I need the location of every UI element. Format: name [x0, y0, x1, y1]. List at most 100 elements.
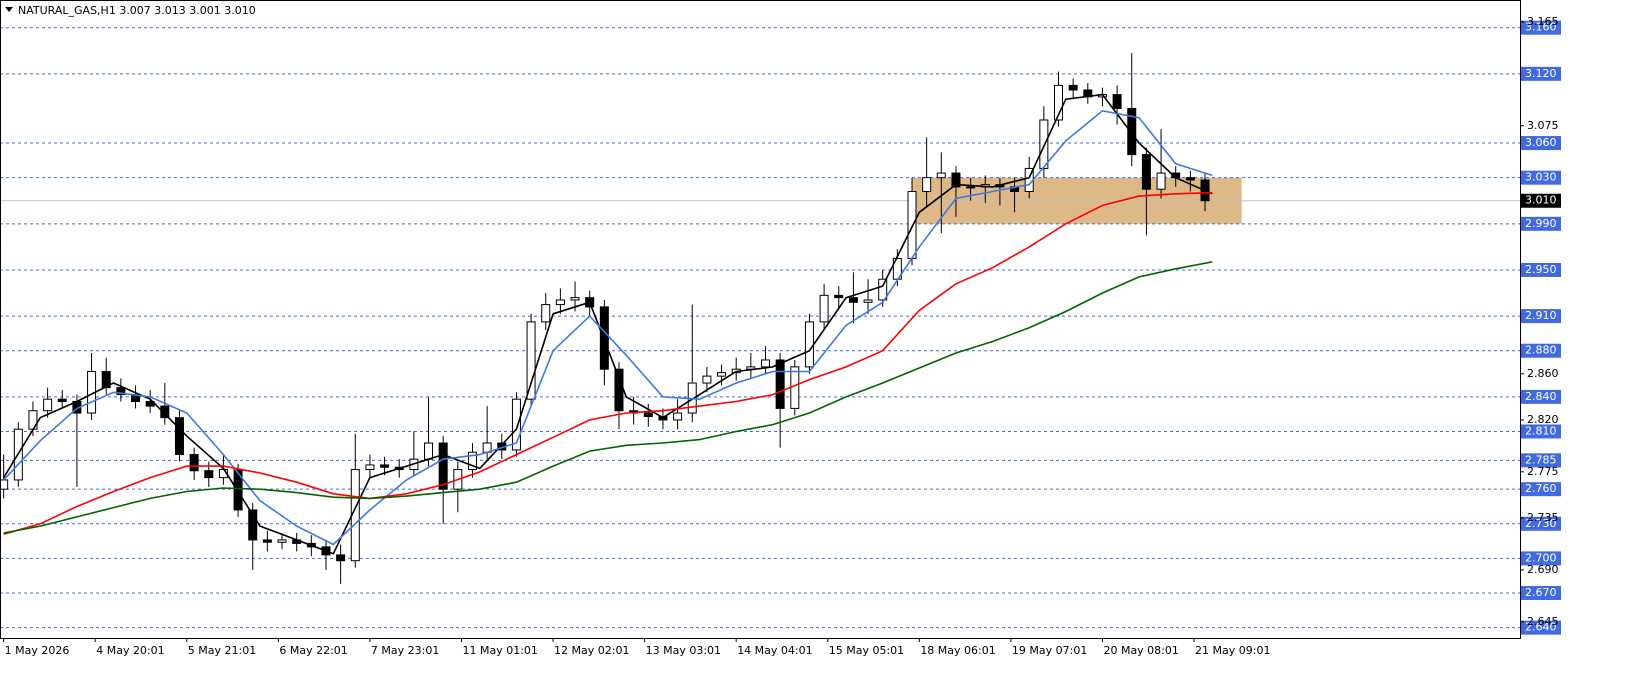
candle-body [673, 412, 683, 421]
candle-body [951, 172, 961, 188]
level-label-box [1521, 453, 1561, 468]
candle-body [424, 442, 434, 460]
y-tick-label: 3.075 [1527, 119, 1559, 132]
candle-body [570, 297, 580, 301]
current-price-label: 3.010 [1525, 194, 1557, 207]
menu-triangle [5, 7, 13, 12]
x-tick-label: 12 May 02:01 [554, 644, 629, 657]
chart-title: NATURAL_GAS,H1 3.007 3.013 3.001 3.010 [18, 4, 256, 17]
level-label-box [1521, 66, 1561, 81]
moving-average-line [3, 261, 1213, 534]
candle-body [936, 172, 946, 179]
moving-average-line [3, 93, 1213, 555]
level-label-box [1521, 343, 1561, 358]
x-tick-label: 19 May 07:01 [1012, 644, 1087, 657]
candle-body [643, 412, 653, 417]
candle-body [1156, 172, 1166, 190]
candle-body [1127, 107, 1137, 156]
y-tick-label: 2.860 [1527, 367, 1559, 380]
candle-body [248, 509, 258, 541]
candle-body [1068, 84, 1078, 91]
y-tick-label: 2.775 [1527, 465, 1559, 478]
current-price-box [1521, 193, 1561, 208]
candle-body [863, 299, 873, 303]
candle-body [1185, 177, 1195, 181]
candle-body [511, 398, 521, 451]
y-tick-label: 3.165 [1527, 15, 1559, 28]
x-tick-label: 4 May 20:01 [96, 644, 164, 657]
candle-body [717, 372, 727, 377]
level-label-box [1521, 20, 1561, 35]
level-label-box [1521, 216, 1561, 231]
level-label-box [1521, 482, 1561, 497]
level-label: 2.670 [1525, 586, 1557, 599]
candle-body [336, 554, 346, 562]
x-tick-label: 14 May 04:01 [737, 644, 812, 657]
level-label: 2.810 [1525, 424, 1557, 437]
candle-body [101, 370, 111, 389]
level-label-box [1521, 586, 1561, 601]
level-label: 2.785 [1525, 453, 1557, 466]
level-label: 2.880 [1525, 344, 1557, 357]
candle-body [702, 375, 712, 384]
candle-body [1039, 119, 1049, 169]
level-label: 2.910 [1525, 309, 1557, 322]
moving-average-line [3, 191, 1213, 535]
candle-body [116, 387, 126, 396]
x-tick-label: 18 May 06:01 [920, 644, 995, 657]
moving-average-line [3, 109, 1213, 546]
level-label: 2.700 [1525, 551, 1557, 564]
x-tick-label: 20 May 08:01 [1103, 644, 1178, 657]
candle-body [614, 368, 624, 412]
candle-body [1054, 84, 1064, 121]
candle-body [541, 304, 551, 323]
y-tick-label: 2.645 [1527, 615, 1559, 628]
x-tick-label: 21 May 09:01 [1195, 644, 1270, 657]
candle-body [907, 191, 917, 259]
level-label-box [1521, 170, 1561, 185]
candle-body [160, 405, 170, 419]
level-label: 3.030 [1525, 171, 1557, 184]
candle-body [1141, 154, 1151, 190]
plot-area [0, 27, 1520, 629]
candle-body [467, 451, 477, 471]
candle-body [526, 321, 536, 400]
plot-frame [0, 0, 1521, 639]
candle-body [262, 539, 272, 543]
candle-body [760, 359, 770, 368]
level-label: 2.990 [1525, 217, 1557, 230]
candle-body [555, 299, 565, 306]
level-label: 3.160 [1525, 21, 1557, 34]
x-tick-label: 15 May 05:01 [829, 644, 904, 657]
candle-body [43, 398, 53, 412]
y-tick-label: 2.820 [1527, 413, 1559, 426]
level-label: 2.640 [1525, 621, 1557, 634]
y-tick-label: 2.735 [1527, 511, 1559, 524]
candle-body [365, 464, 375, 471]
level-label-box [1521, 136, 1561, 151]
candle-body [380, 464, 390, 468]
level-label-box [1521, 262, 1561, 277]
level-label-box [1521, 389, 1561, 404]
candle-body [0, 479, 9, 490]
x-tick-label: 5 May 21:01 [188, 644, 256, 657]
candle-body [878, 278, 888, 301]
level-label: 2.950 [1525, 263, 1557, 276]
candle-body [848, 297, 858, 303]
candle-body [922, 177, 932, 193]
level-label-box [1521, 620, 1561, 635]
candle-body [277, 539, 287, 543]
x-tick-label: 7 May 23:01 [371, 644, 439, 657]
x-tick-label: 13 May 03:01 [646, 644, 721, 657]
candle-body [775, 359, 785, 409]
level-label: 3.120 [1525, 67, 1557, 80]
candle-body [438, 442, 448, 490]
x-tick-label: 1 May 2026 [5, 644, 70, 657]
candle-body [966, 186, 976, 189]
level-label-box [1521, 516, 1561, 531]
candle-body [819, 294, 829, 323]
candle-body [174, 417, 184, 456]
level-label: 3.060 [1525, 136, 1557, 149]
candle-body [189, 454, 199, 472]
